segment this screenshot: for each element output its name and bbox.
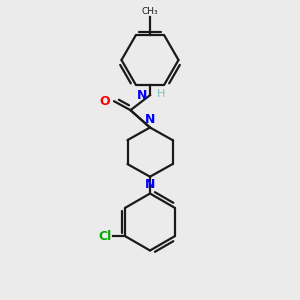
Text: Cl: Cl bbox=[99, 230, 112, 243]
Text: O: O bbox=[100, 95, 110, 108]
Text: N: N bbox=[145, 113, 155, 126]
Text: N: N bbox=[145, 178, 155, 191]
Text: N: N bbox=[137, 89, 148, 102]
Text: CH₃: CH₃ bbox=[142, 7, 158, 16]
Text: H: H bbox=[157, 89, 165, 99]
